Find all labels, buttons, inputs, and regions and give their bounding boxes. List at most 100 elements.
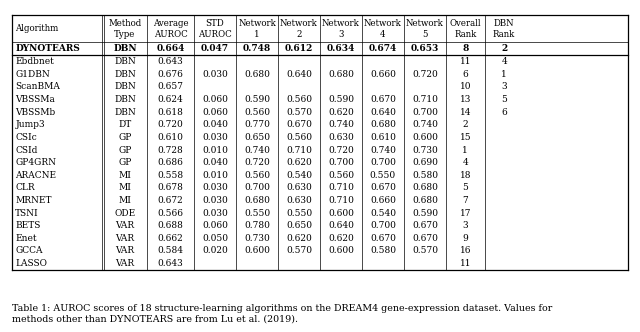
Text: MI: MI [118, 171, 131, 180]
Text: ScanBMA: ScanBMA [15, 82, 60, 92]
Text: 0.630: 0.630 [286, 183, 312, 193]
Text: 0.560: 0.560 [328, 171, 354, 180]
Text: 0.560: 0.560 [244, 171, 270, 180]
Text: 0.680: 0.680 [370, 120, 396, 129]
Text: VAR: VAR [115, 259, 134, 268]
Text: 7: 7 [463, 196, 468, 205]
Text: 0.600: 0.600 [412, 133, 438, 142]
Text: 0.740: 0.740 [328, 120, 354, 129]
Text: DYNOTEARS: DYNOTEARS [15, 44, 80, 53]
Text: 0.620: 0.620 [328, 234, 354, 243]
Text: 0.653: 0.653 [411, 44, 439, 53]
Text: 0.570: 0.570 [412, 246, 438, 256]
Text: 0.730: 0.730 [412, 145, 438, 155]
Text: 5: 5 [462, 183, 468, 193]
Text: 0.612: 0.612 [285, 44, 313, 53]
Text: 0.664: 0.664 [157, 44, 185, 53]
Text: 0.690: 0.690 [412, 158, 438, 167]
Text: 0.590: 0.590 [328, 95, 354, 104]
Text: 0.550: 0.550 [370, 171, 396, 180]
Text: 0.584: 0.584 [157, 246, 184, 256]
Text: 0.580: 0.580 [412, 171, 438, 180]
Text: Algorithm: Algorithm [15, 24, 59, 33]
Text: 8: 8 [462, 44, 468, 53]
Text: 0.700: 0.700 [412, 108, 438, 117]
Text: 0.720: 0.720 [412, 70, 438, 79]
Text: 0.710: 0.710 [412, 95, 438, 104]
Text: 3: 3 [501, 82, 507, 92]
Text: 0.640: 0.640 [286, 70, 312, 79]
Text: GCCA: GCCA [15, 246, 43, 256]
Text: G1DBN: G1DBN [15, 70, 50, 79]
Text: 0.748: 0.748 [243, 44, 271, 53]
Text: 0.550: 0.550 [244, 208, 270, 218]
Text: 9: 9 [463, 234, 468, 243]
Text: 0.700: 0.700 [370, 221, 396, 230]
Text: 0.560: 0.560 [286, 133, 312, 142]
Text: 0.620: 0.620 [286, 234, 312, 243]
Text: 0.670: 0.670 [412, 221, 438, 230]
Text: 0.672: 0.672 [158, 196, 184, 205]
Text: 0.060: 0.060 [202, 95, 228, 104]
Text: 0.710: 0.710 [328, 183, 354, 193]
Text: 5: 5 [501, 95, 507, 104]
Text: GP: GP [118, 158, 132, 167]
Text: LASSO: LASSO [15, 259, 47, 268]
Text: 0.050: 0.050 [202, 234, 228, 243]
Text: 0.600: 0.600 [328, 246, 354, 256]
Text: 0.710: 0.710 [328, 196, 354, 205]
Text: 0.728: 0.728 [158, 145, 184, 155]
Text: 0.640: 0.640 [370, 108, 396, 117]
Text: 0.676: 0.676 [157, 70, 184, 79]
Text: DBN
Rank: DBN Rank [493, 19, 515, 39]
Text: 0.560: 0.560 [286, 95, 312, 104]
Text: 10: 10 [460, 82, 471, 92]
Text: 0.670: 0.670 [370, 95, 396, 104]
Text: 0.720: 0.720 [158, 120, 184, 129]
Text: 0.060: 0.060 [202, 221, 228, 230]
Text: 0.600: 0.600 [328, 208, 354, 218]
Text: 2: 2 [463, 120, 468, 129]
Text: Ebdbnet: Ebdbnet [15, 57, 54, 66]
Text: 1: 1 [501, 70, 507, 79]
Text: 0.580: 0.580 [370, 246, 396, 256]
Text: 0.674: 0.674 [369, 44, 397, 53]
Text: 0.630: 0.630 [286, 196, 312, 205]
Text: 0.700: 0.700 [328, 158, 354, 167]
Text: MRNET: MRNET [15, 196, 52, 205]
Text: MI: MI [118, 183, 131, 193]
Text: 0.660: 0.660 [370, 196, 396, 205]
Text: Network
3: Network 3 [322, 19, 360, 39]
Text: 17: 17 [460, 208, 471, 218]
Text: 0.047: 0.047 [201, 44, 229, 53]
Text: 0.678: 0.678 [157, 183, 184, 193]
Text: 0.780: 0.780 [244, 221, 270, 230]
Text: 6: 6 [501, 108, 507, 117]
Text: CSIc: CSIc [15, 133, 37, 142]
Text: GP: GP [118, 133, 132, 142]
Text: VBSSMa: VBSSMa [15, 95, 55, 104]
Text: 15: 15 [460, 133, 471, 142]
Text: STD
AUROC: STD AUROC [198, 19, 232, 39]
Text: 0.030: 0.030 [202, 208, 228, 218]
Text: 0.660: 0.660 [370, 70, 396, 79]
Text: 0.040: 0.040 [202, 120, 228, 129]
Text: 4: 4 [501, 57, 507, 66]
Text: 0.566: 0.566 [157, 208, 184, 218]
Text: 16: 16 [460, 246, 471, 256]
Text: 2: 2 [501, 44, 508, 53]
Text: 11: 11 [460, 57, 471, 66]
Text: 0.670: 0.670 [412, 234, 438, 243]
Text: 0.686: 0.686 [157, 158, 184, 167]
Text: CSId: CSId [15, 145, 38, 155]
Text: 0.620: 0.620 [286, 158, 312, 167]
Text: 0.550: 0.550 [286, 208, 312, 218]
Text: ARACNE: ARACNE [15, 171, 56, 180]
Text: DBN: DBN [114, 82, 136, 92]
Text: 4: 4 [463, 158, 468, 167]
Text: 0.570: 0.570 [286, 246, 312, 256]
Text: DBN: DBN [114, 108, 136, 117]
Text: 0.540: 0.540 [286, 171, 312, 180]
Text: 0.688: 0.688 [157, 221, 184, 230]
Text: Method
Type: Method Type [108, 19, 141, 39]
